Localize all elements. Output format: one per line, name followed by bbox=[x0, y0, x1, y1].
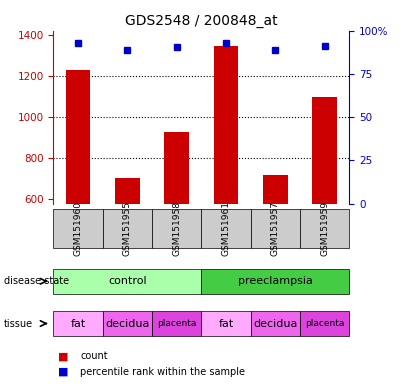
Bar bbox=[312, 96, 337, 204]
Text: GSM151958: GSM151958 bbox=[172, 201, 181, 256]
Text: ■: ■ bbox=[58, 367, 68, 377]
Text: GSM151955: GSM151955 bbox=[123, 201, 132, 256]
Text: placenta: placenta bbox=[157, 319, 196, 328]
Bar bbox=[263, 175, 288, 204]
Text: count: count bbox=[80, 351, 108, 361]
Title: GDS2548 / 200848_at: GDS2548 / 200848_at bbox=[125, 14, 278, 28]
Text: decidua: decidua bbox=[253, 318, 298, 329]
Text: fat: fat bbox=[70, 318, 86, 329]
Text: GSM151961: GSM151961 bbox=[222, 201, 231, 256]
Bar bbox=[66, 70, 90, 204]
Text: tissue: tissue bbox=[4, 318, 33, 329]
Text: GSM151960: GSM151960 bbox=[74, 201, 83, 256]
Text: decidua: decidua bbox=[105, 318, 150, 329]
Bar bbox=[164, 131, 189, 204]
Text: GSM151959: GSM151959 bbox=[320, 201, 329, 256]
Text: fat: fat bbox=[218, 318, 234, 329]
Text: ■: ■ bbox=[58, 351, 68, 361]
Bar bbox=[115, 178, 140, 204]
Text: percentile rank within the sample: percentile rank within the sample bbox=[80, 367, 245, 377]
Text: placenta: placenta bbox=[305, 319, 344, 328]
Bar bbox=[214, 46, 238, 204]
Text: control: control bbox=[108, 276, 147, 286]
Text: disease state: disease state bbox=[4, 276, 69, 286]
Text: GSM151957: GSM151957 bbox=[271, 201, 280, 256]
Text: preeclampsia: preeclampsia bbox=[238, 276, 313, 286]
